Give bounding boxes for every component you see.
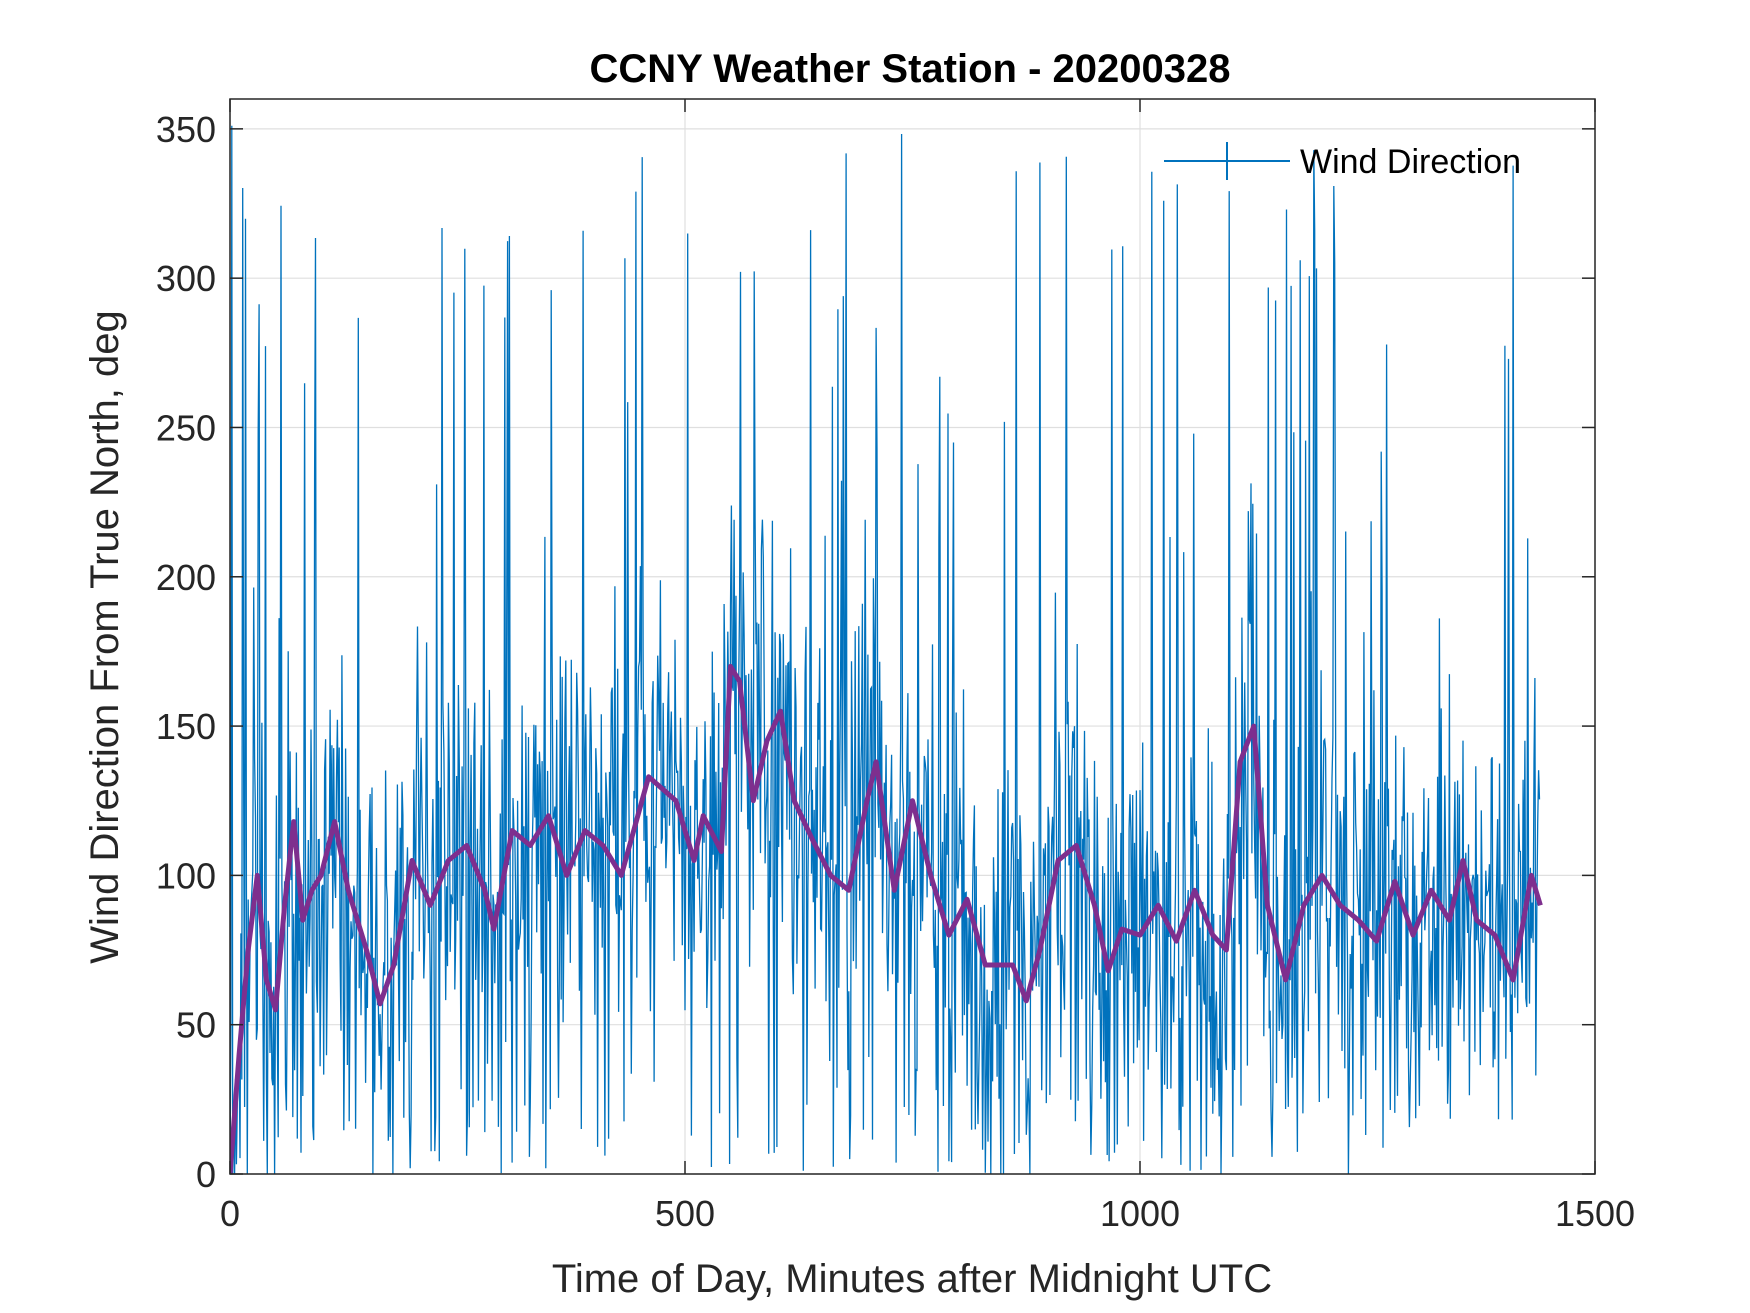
y-tick-label: 200	[156, 557, 216, 598]
tick-labels: 0 50 100 150 200 250 300 350 0 500 1000 1500	[156, 109, 1635, 1234]
axes-box	[229, 98, 1596, 1175]
y-tick-label: 0	[196, 1154, 216, 1195]
y-tick-label: 150	[156, 706, 216, 747]
y-tick-label: 50	[176, 1005, 216, 1046]
y-tick-label: 100	[156, 855, 216, 896]
y-tick-label: 300	[156, 258, 216, 299]
x-axis-label: Time of Day, Minutes after Midnight UTC	[552, 1257, 1272, 1301]
chart-title: CCNY Weather Station - 20200328	[590, 47, 1231, 91]
y-axis-label: Wind Direction From True North, deg	[83, 310, 127, 964]
series-moving-average-line	[230, 663, 1543, 1174]
data-series	[230, 125, 1543, 1174]
series-wind-direction-line	[230, 125, 1541, 1174]
x-tick-label: 0	[220, 1193, 240, 1234]
legend: Wind Direction	[1164, 142, 1521, 181]
legend-entry-wind-direction: Wind Direction	[1300, 143, 1521, 181]
x-tick-label: 500	[655, 1193, 715, 1234]
y-tick-label: 250	[156, 407, 216, 448]
tick-marks	[229, 99, 1596, 1175]
y-tick-label: 350	[156, 109, 216, 150]
x-tick-label: 1500	[1555, 1193, 1635, 1234]
x-tick-label: 1000	[1100, 1193, 1180, 1234]
